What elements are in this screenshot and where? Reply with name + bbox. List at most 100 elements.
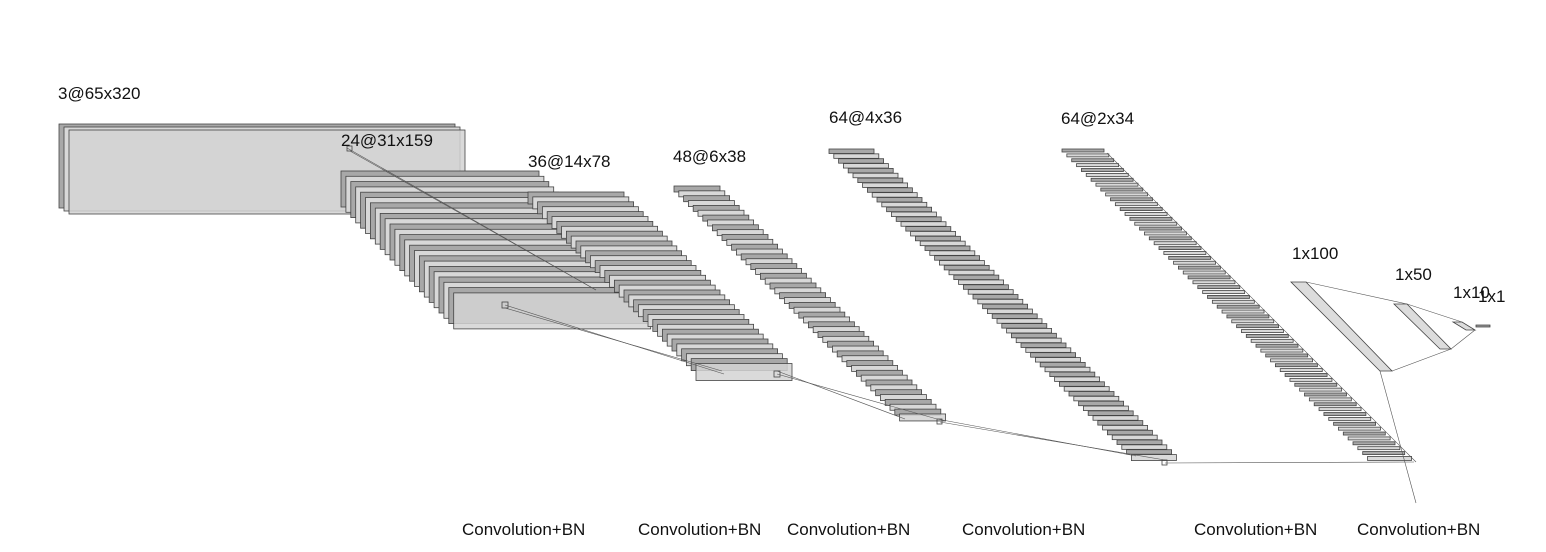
feature-map — [910, 231, 956, 237]
feature-map — [915, 235, 961, 242]
feature-map — [1231, 319, 1275, 324]
feature-map — [1202, 290, 1246, 294]
op-label-5: Convolution+BN — [1194, 520, 1317, 539]
feature-map — [1102, 425, 1148, 431]
feature-map — [1061, 148, 1105, 153]
feature-map — [939, 260, 985, 266]
feature-map — [1265, 353, 1309, 358]
connection-line — [1406, 303, 1463, 323]
feature-map — [987, 308, 1033, 314]
feature-map — [1066, 153, 1110, 158]
layer-label-input: 3@65x320 — [58, 84, 141, 103]
feature-map — [886, 206, 932, 213]
feature-map — [991, 313, 1038, 319]
feature-map — [929, 250, 976, 256]
feature-map — [972, 294, 1019, 300]
feature-map — [828, 148, 875, 154]
dense-layer-fc2 — [1393, 303, 1452, 350]
connection-line — [1106, 152, 1417, 463]
connection-line — [1379, 370, 1417, 504]
conv5-stack — [1061, 148, 1412, 461]
feature-map — [871, 192, 918, 198]
feature-map — [1275, 363, 1318, 368]
feature-map — [843, 163, 889, 169]
connection-line — [939, 421, 1166, 461]
feature-map — [867, 187, 913, 193]
feature-map — [1270, 358, 1313, 363]
feature-map — [948, 269, 995, 276]
feature-map — [943, 264, 990, 271]
kernel-marker — [346, 145, 353, 152]
connection-line — [936, 418, 1137, 457]
feature-map — [857, 177, 904, 184]
feature-map — [1260, 348, 1304, 353]
feature-map — [967, 289, 1014, 295]
feature-map — [1054, 376, 1100, 382]
output-node — [1475, 324, 1491, 328]
feature-map — [1304, 392, 1347, 397]
layer-label-conv3: 48@6x38 — [673, 147, 746, 166]
feature-map — [1015, 337, 1062, 344]
feature-map — [1192, 280, 1236, 285]
feature-map — [1323, 412, 1367, 416]
feature-map — [1039, 361, 1086, 368]
feature-map — [1236, 324, 1279, 329]
feature-map — [1081, 168, 1124, 172]
feature-map — [1114, 202, 1158, 207]
layer-label-conv4: 64@4x36 — [829, 108, 902, 127]
feature-map — [1129, 216, 1173, 221]
layer-label-conv5: 64@2x34 — [1061, 109, 1134, 128]
conv3-stack — [673, 185, 946, 422]
feature-map — [1059, 381, 1105, 387]
feature-map — [1221, 309, 1265, 314]
feature-map — [1121, 444, 1168, 450]
feature-map — [1144, 231, 1187, 236]
kernel-marker — [936, 418, 943, 425]
connection-line — [776, 370, 906, 420]
feature-map — [1049, 371, 1096, 378]
feature-map — [833, 153, 880, 159]
feature-map — [1299, 387, 1343, 392]
feature-map — [1241, 329, 1284, 333]
feature-map — [895, 216, 942, 222]
feature-map — [1294, 382, 1338, 387]
feature-map — [1105, 192, 1149, 197]
feature-map — [1134, 221, 1178, 226]
feature-map — [1097, 420, 1144, 426]
op-label-4: Convolution+BN — [962, 520, 1085, 539]
feature-map — [1187, 275, 1231, 280]
feature-map — [1073, 395, 1120, 402]
feature-map — [1044, 366, 1091, 373]
feature-map — [1173, 260, 1216, 265]
connection-line — [1164, 461, 1415, 464]
feature-map — [1063, 386, 1110, 392]
feature-map — [1124, 212, 1168, 216]
conv1-stack — [340, 170, 652, 330]
feature-map — [1333, 421, 1376, 426]
feature-map — [1153, 241, 1197, 246]
feature-map — [1011, 332, 1057, 339]
connection-line — [1391, 348, 1452, 372]
feature-map — [1182, 270, 1226, 275]
feature-map — [1119, 207, 1163, 211]
connection-line — [504, 307, 723, 372]
feature-map — [924, 245, 971, 251]
feature-map — [1328, 416, 1372, 421]
op-label-3: Convolution+BN — [787, 520, 910, 539]
feature-map — [963, 284, 1009, 290]
layer-label-fc3: 1x10 — [1453, 283, 1490, 302]
feature-map — [1279, 368, 1323, 373]
feature-map — [1092, 415, 1139, 421]
op-label-2: Convolution+BN — [638, 520, 761, 539]
feature-map — [1357, 446, 1401, 451]
feature-map — [1289, 377, 1333, 382]
feature-map — [1111, 434, 1158, 441]
feature-map — [1362, 451, 1406, 455]
conv4-stack — [828, 148, 1177, 461]
feature-map — [899, 413, 946, 422]
dense-layer-fc1 — [1290, 281, 1393, 372]
feature-map — [1071, 158, 1115, 163]
feature-map — [1110, 197, 1153, 202]
feature-map — [695, 363, 793, 381]
